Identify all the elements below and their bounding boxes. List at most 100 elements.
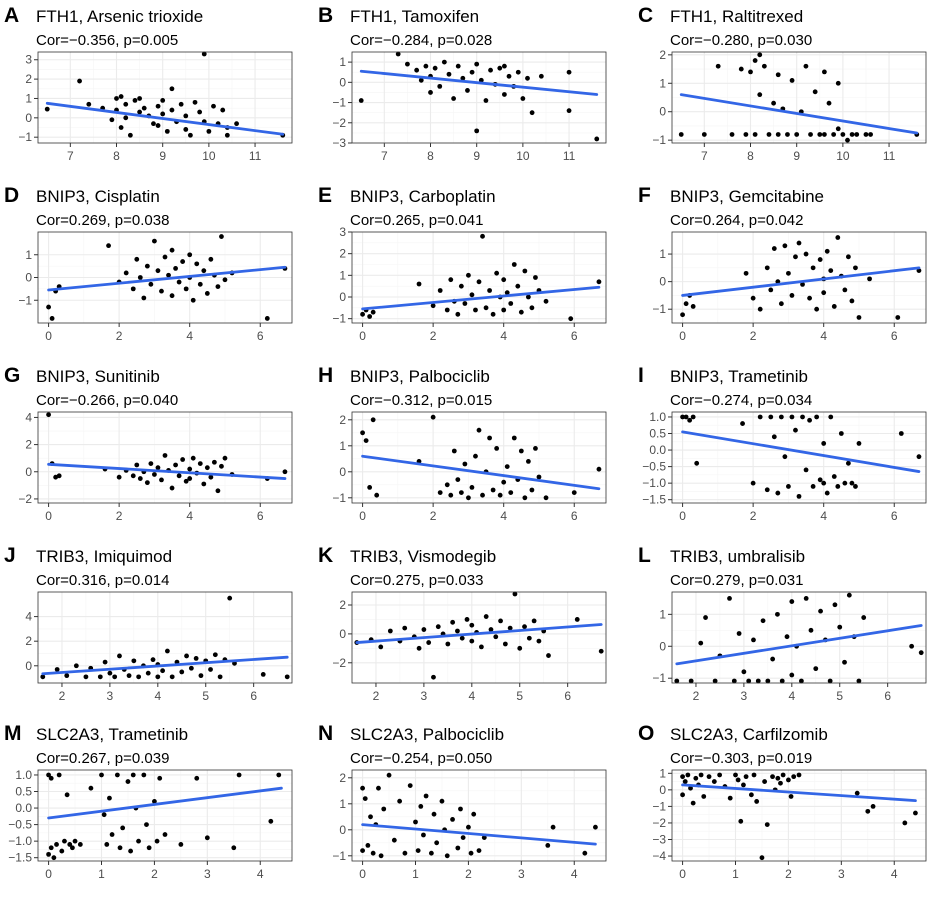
data-point — [680, 774, 685, 780]
data-point — [458, 283, 464, 289]
panel-stat: Cor=0.269, p=0.038 — [36, 212, 169, 229]
data-point — [141, 295, 147, 301]
data-point — [465, 88, 470, 93]
data-point — [155, 268, 161, 274]
panel-stat: Cor=0.264, p=0.042 — [670, 212, 803, 229]
panel-stat: Cor=0.279, p=0.031 — [670, 572, 803, 589]
data-point — [437, 490, 443, 495]
fit-line — [47, 462, 287, 480]
y-tick-label: 1 — [659, 247, 666, 261]
data-point — [222, 277, 228, 283]
data-point — [215, 284, 221, 289]
data-point — [405, 61, 410, 67]
data-point — [566, 69, 572, 75]
data-point — [62, 838, 67, 844]
data-point — [916, 268, 922, 274]
data-point — [706, 774, 712, 780]
y-tick-label: 0 — [659, 639, 666, 653]
data-point — [598, 648, 604, 654]
data-point — [97, 674, 103, 680]
data-point — [473, 453, 478, 459]
panel-letter: D — [4, 184, 19, 207]
data-point — [128, 848, 134, 854]
data-point — [594, 136, 600, 142]
data-point — [861, 615, 867, 620]
data-point — [83, 674, 89, 680]
fit-line — [681, 430, 921, 473]
data-point — [733, 772, 738, 778]
data-point — [793, 427, 798, 433]
data-point — [120, 825, 126, 831]
data-point — [176, 279, 182, 285]
x-tick-label: 7 — [381, 149, 388, 163]
y-tick-label: 1 — [339, 439, 346, 453]
data-point — [789, 672, 795, 678]
x-tick-label: 6 — [250, 689, 257, 703]
x-tick-label: 2 — [693, 689, 700, 703]
y-tick-label: −1.0 — [642, 476, 666, 490]
data-point — [717, 772, 723, 778]
data-point — [462, 301, 468, 306]
data-point — [378, 853, 384, 859]
data-point — [680, 792, 685, 798]
data-point — [413, 819, 418, 825]
data-point — [468, 850, 474, 856]
x-tick-label: 4 — [186, 509, 193, 523]
data-point — [808, 132, 813, 137]
data-point — [387, 628, 393, 634]
data-point — [701, 132, 707, 137]
panel-stat: Cor=0.275, p=0.033 — [350, 572, 483, 589]
data-point — [690, 414, 696, 420]
data-point — [835, 126, 841, 132]
data-point — [187, 466, 193, 472]
data-point — [508, 301, 514, 306]
fit-line — [361, 285, 601, 311]
x-tick-label: 11 — [563, 149, 576, 163]
data-point — [204, 291, 210, 296]
data-point — [368, 814, 373, 820]
x-tick-label: 3 — [421, 689, 428, 703]
data-point — [466, 495, 471, 501]
data-point — [118, 125, 124, 130]
panel-title: SLC2A3, Trametinib — [36, 725, 188, 744]
x-tick-label: 1 — [732, 867, 739, 881]
data-point — [160, 111, 166, 117]
data-point — [511, 262, 517, 267]
data-point — [137, 275, 143, 280]
data-point — [154, 838, 160, 844]
data-point — [596, 466, 602, 472]
data-point — [761, 63, 767, 69]
data-point — [402, 625, 408, 631]
data-point — [59, 848, 65, 854]
data-point — [687, 417, 693, 423]
data-point — [784, 634, 790, 640]
data-point — [466, 272, 471, 278]
data-point — [743, 270, 749, 276]
panel-title: FTH1, Tamoxifen — [350, 7, 479, 26]
panel-letter: J — [4, 544, 16, 567]
y-tick-label: −1 — [652, 302, 666, 316]
data-point — [856, 441, 862, 446]
panel-letter: O — [638, 722, 654, 745]
x-tick-label: 0 — [45, 867, 52, 881]
data-point — [690, 304, 696, 309]
data-point — [176, 473, 182, 479]
panel-stat: Cor=0.265, p=0.041 — [350, 212, 483, 229]
data-point — [437, 83, 443, 89]
data-point — [770, 656, 776, 662]
panel-d: D BNIP3, Cisplatin Cor=0.269, p=0.038 0 2 4 6 −… — [4, 184, 293, 343]
data-point — [201, 268, 207, 274]
data-point — [480, 233, 485, 239]
x-tick-label: 2 — [59, 689, 66, 703]
data-point — [574, 617, 580, 622]
y-tick-label: 1 — [659, 607, 666, 621]
data-point — [525, 75, 530, 81]
data-point — [192, 99, 198, 105]
data-point — [842, 480, 848, 486]
x-tick-label: 4 — [186, 329, 193, 343]
data-point — [476, 427, 482, 433]
data-point — [751, 772, 757, 778]
data-point — [144, 480, 150, 486]
data-point — [525, 294, 531, 300]
data-point — [846, 592, 852, 598]
